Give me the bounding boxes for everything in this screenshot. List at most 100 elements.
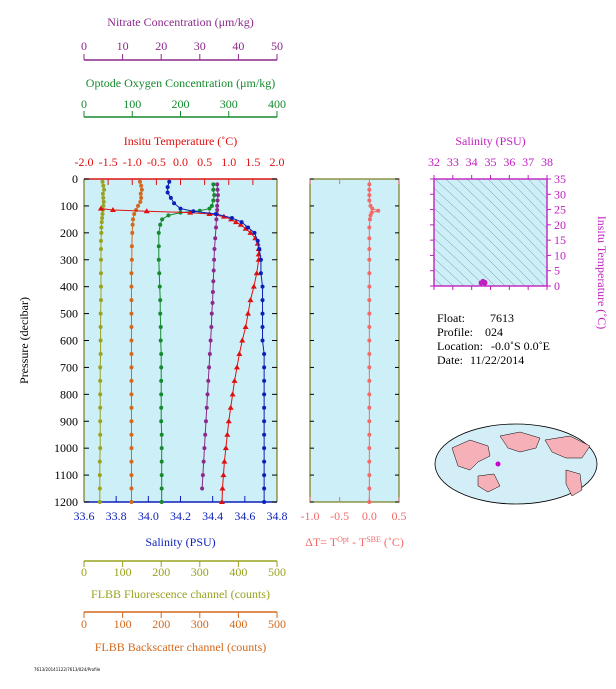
float-label: Float: [437,311,465,325]
point-nitrate [209,311,214,316]
point-salinity [262,378,267,383]
isopycnal-line [477,179,547,249]
point-dt [367,486,372,491]
tick-label-temperature: 0.5 [197,155,212,169]
world-map [434,423,598,505]
point-nitrate [204,405,209,410]
point-nitrate [214,225,219,230]
point-backscatter [129,419,134,424]
tick-label-backscatter: 0 [81,617,87,631]
tick-label-nitrate: 40 [232,39,244,53]
point-salinity [167,179,172,184]
point-fluorescence [99,225,104,230]
series-line-fluorescence [99,181,105,502]
point-nitrate [211,268,216,273]
ts-x-axis-title: Salinity (PSU) [455,134,525,148]
point-temperature [143,208,150,214]
dt-axis-title: ΔT= TOpt - TSBE (˚C) [305,535,404,550]
point-fluorescence [99,220,104,225]
y-tick-label: 400 [60,280,78,294]
point-oxygen [159,405,164,410]
isopycnal-line [497,179,547,229]
point-dt [368,213,373,218]
point-salinity [262,459,267,464]
point-backscatter [129,405,134,410]
point-salinity [262,419,267,424]
point-dt [367,325,372,330]
point-salinity [229,216,234,221]
point-salinity [260,325,265,330]
point-dt [376,208,381,213]
date-label: Date: [437,353,463,367]
axis-oxygen: 0 100 200 300 400 Optode Oxygen Concentration… [81,76,286,118]
point-salinity [246,225,251,230]
y-tick-label: 600 [60,334,78,348]
point-temperature [247,229,254,235]
point-backscatter [137,179,142,184]
point-oxygen [158,325,163,330]
point-dt [367,271,372,276]
tick-label-backscatter: 400 [229,617,247,631]
isopycnal-line [445,179,547,279]
isopycnal-line [434,227,496,286]
point-oxygen [207,206,212,211]
axis-title-oxygen: Optode Oxygen Concentration (μm/kg) [86,76,275,90]
footer-id: 7613/20141122/7613/024/Profile [34,667,101,672]
point-oxygen [159,351,164,356]
isopycnal-line [434,247,475,286]
point-dt [367,225,372,230]
point-dt [367,187,372,192]
point-fluorescence [99,230,104,235]
isopycnal-line [434,277,443,286]
point-salinity [168,195,173,200]
point-temperature [237,221,244,227]
point-fluorescence [101,195,106,200]
point-oxygen [157,271,162,276]
point-salinity [258,257,263,262]
point-fluorescence [101,203,106,208]
tick-label-temperature: -0.5 [147,155,166,169]
point-nitrate [212,246,217,251]
point-dt [367,311,372,316]
y-tick-label: 900 [60,414,78,428]
point-temperature [236,350,243,356]
tick-label-oxygen: 400 [268,97,286,111]
axis-title-fluorescence: FLBB Fluorescence channel (counts) [91,587,270,601]
tick-label-nitrate: 10 [117,39,129,53]
float-value: 7613 [490,311,514,325]
tick-label-salinity: 33.8 [106,509,127,523]
point-nitrate [213,236,218,241]
point-nitrate [215,193,220,198]
point-temperature [233,364,240,370]
point-oxygen [156,230,161,235]
point-salinity [262,392,267,397]
tick-label-oxygen: 100 [123,97,141,111]
point-backscatter [129,473,134,478]
point-backscatter [129,257,134,262]
axis-title-nitrate: Nitrate Concentration (μm/kg) [107,15,253,29]
point-temperature [239,337,246,343]
point-temperature [218,499,225,504]
tick-label-fluorescence: 500 [268,565,286,579]
tick-label-salinity: 34.8 [267,509,288,523]
point-backscatter [138,199,143,204]
main-profile-panel: 0 10 20 30 40 50 Nitrate Concentration (μm/kg)… [17,15,288,654]
series-salinity [165,179,267,504]
location-value: -0.0˚S 0.0˚E [491,339,550,353]
tick-label-temperature: 1.5 [245,155,260,169]
point-dt [367,198,372,203]
point-salinity [252,230,257,235]
point-fluorescence [102,187,107,192]
axis-title-temperature: Insitu Temperature (˚C) [124,134,238,148]
point-backscatter [130,230,135,235]
point-fluorescence [101,183,106,188]
tick-label-salinity: 34.6 [234,509,255,523]
ts-y-tick-label: 30 [554,187,566,201]
point-fluorescence [98,351,103,356]
point-dt [367,405,372,410]
tick-label-salinity: 34.0 [138,509,159,523]
tick-label-nitrate: 20 [155,39,167,53]
tick-label-backscatter: 100 [114,617,132,631]
point-oxygen [159,473,164,478]
